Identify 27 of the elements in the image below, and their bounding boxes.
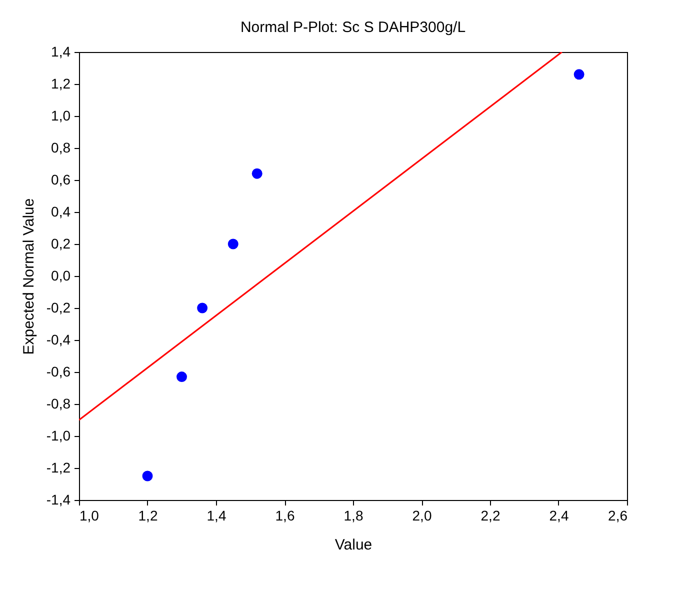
x-tick-label: 1,0 bbox=[80, 508, 100, 524]
x-tick-label: 1,8 bbox=[344, 508, 364, 524]
y-tick-label: -0,6 bbox=[46, 364, 71, 380]
x-tick-label: 1,6 bbox=[275, 508, 295, 524]
y-tick-label: 0,8 bbox=[51, 140, 71, 156]
x-axis-title: Value bbox=[334, 536, 372, 554]
x-tick-label: 2,6 bbox=[608, 508, 628, 524]
y-tick-label: -1,4 bbox=[46, 492, 71, 508]
y-tick-label: 0,2 bbox=[51, 236, 71, 252]
x-tick-label: 1,4 bbox=[206, 508, 226, 524]
x-tick-label: 2,0 bbox=[412, 508, 432, 524]
y-tick-label: 0,4 bbox=[51, 204, 71, 220]
y-tick-label: 1,4 bbox=[51, 44, 71, 60]
y-axis-title: Expected Normal Value bbox=[20, 198, 38, 355]
y-tick-label: -1,2 bbox=[46, 460, 71, 476]
y-tick-label: -1,0 bbox=[46, 428, 71, 444]
x-tick-label: 2,4 bbox=[549, 508, 569, 524]
y-tick-label: 0,6 bbox=[51, 172, 71, 188]
x-tick-label: 2,2 bbox=[480, 508, 500, 524]
x-tick-label: 1,2 bbox=[138, 508, 158, 524]
chart-title: Normal P-Plot: Sc S DAHP300g/L bbox=[240, 19, 466, 36]
y-tick-label: -0,8 bbox=[46, 396, 71, 412]
y-tick-label: -0,2 bbox=[46, 300, 71, 316]
y-tick-label: -0,4 bbox=[46, 332, 71, 348]
y-tick-label: 1,2 bbox=[51, 76, 71, 92]
y-tick-label: 1,0 bbox=[51, 108, 71, 124]
y-tick-label: 0,0 bbox=[51, 268, 71, 284]
